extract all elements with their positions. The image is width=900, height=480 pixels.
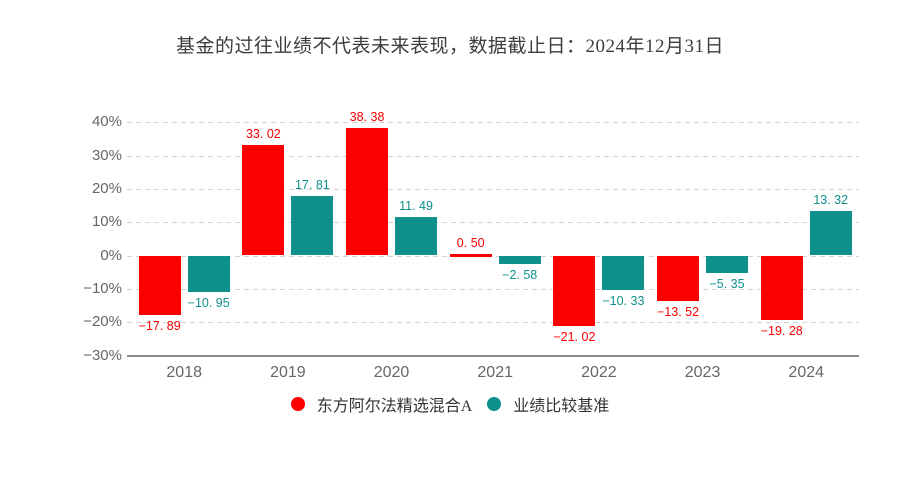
legend-dot-benchmark [487, 397, 502, 411]
y-axis-label--10: −10% [83, 279, 122, 297]
gridline--10 [127, 288, 859, 290]
x-axis-label-2021: 2021 [477, 364, 513, 381]
gridline-40 [127, 122, 859, 124]
y-axis-label-20: 20% [91, 179, 122, 197]
benchmark-bar-2019 [291, 196, 334, 256]
x-axis-label-2020: 2020 [373, 364, 410, 381]
x-axis-label-2022: 2022 [581, 364, 617, 381]
bar-value-label: −19. 28 [760, 323, 803, 338]
gridline--20 [127, 322, 859, 324]
gridline-20 [127, 188, 859, 190]
fund-bar-2020 [346, 127, 389, 256]
benchmark-bar-2024 [809, 211, 852, 256]
bar-value-label: −2. 58 [502, 268, 538, 283]
y-axis-label-10: 10% [91, 213, 122, 231]
y-axis-label-0: 0% [100, 246, 122, 264]
chart-title: 基金的过往业绩不代表未来表现，数据截止日：2024年12月31日 [175, 36, 724, 57]
benchmark-bar-2020 [395, 217, 438, 256]
gridline-0 [127, 255, 859, 257]
gridline-10 [127, 222, 859, 224]
legend-dot-fund [290, 397, 305, 411]
x-axis-label-2024: 2024 [788, 364, 825, 381]
fund-bar-2022 [553, 255, 596, 326]
x-axis-line [127, 354, 859, 357]
bar-value-label: −17. 89 [138, 319, 181, 334]
bar-value-label: 0. 50 [456, 235, 485, 250]
fund-bar-2024 [760, 255, 803, 320]
bar-value-label: −5. 35 [709, 277, 745, 292]
fund-bar-2023 [657, 255, 700, 301]
legend-label-fund: 东方阿尔法精选混合A [316, 398, 473, 415]
bar-value-label: −10. 33 [602, 293, 645, 308]
benchmark-bar-2018 [187, 255, 230, 292]
benchmark-bar-2023 [706, 255, 749, 274]
y-axis-label--30: −30% [83, 346, 122, 364]
fund-bar-2021 [449, 253, 492, 257]
bar-value-label: 11. 49 [399, 199, 433, 214]
x-axis-label-2018: 2018 [166, 364, 202, 381]
y-axis-label-30: 30% [91, 146, 122, 164]
legend-label-benchmark: 业绩比较基准 [513, 398, 610, 415]
fund-bar-2019 [242, 145, 285, 256]
bar-value-label: 33. 02 [245, 127, 281, 142]
gridline-30 [127, 155, 859, 157]
fund-bar-2018 [138, 255, 181, 316]
benchmark-bar-2021 [498, 255, 541, 265]
y-axis-label--20: −20% [83, 313, 122, 331]
bar-value-label: 17. 81 [294, 178, 330, 193]
bar-value-label: −21. 02 [553, 329, 596, 344]
x-axis-label-2019: 2019 [270, 364, 306, 381]
legend-item-benchmark: 业绩比较基准 [487, 392, 609, 416]
bar-value-label: −10. 95 [187, 296, 230, 310]
bar-value-label: 13. 32 [813, 193, 849, 208]
x-axis-label-2023: 2023 [684, 364, 721, 381]
benchmark-bar-2022 [602, 255, 645, 290]
bar-value-label: −13. 52 [657, 304, 700, 319]
legend: 东方阿尔法精选混合A 业绩比较基准 [0, 392, 900, 416]
bar-value-label: 38. 38 [349, 109, 385, 124]
y-axis-label-40: 40% [91, 113, 122, 131]
legend-item-fund: 东方阿尔法精选混合A [290, 392, 473, 416]
